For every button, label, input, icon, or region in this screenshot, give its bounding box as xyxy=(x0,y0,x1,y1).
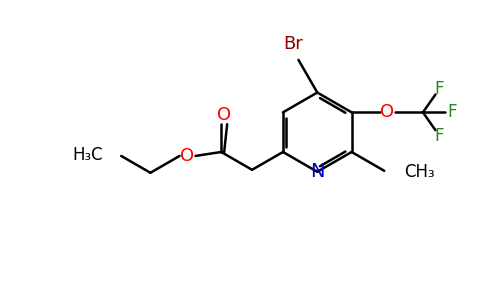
Text: F: F xyxy=(435,80,444,98)
Text: F: F xyxy=(447,103,456,122)
Text: F: F xyxy=(435,127,444,145)
Text: N: N xyxy=(310,162,325,181)
Text: O: O xyxy=(380,103,394,122)
Text: CH₃: CH₃ xyxy=(404,163,435,181)
Text: H₃C: H₃C xyxy=(73,146,104,164)
Text: O: O xyxy=(181,147,195,165)
Text: O: O xyxy=(217,106,231,124)
Text: Br: Br xyxy=(284,35,303,53)
